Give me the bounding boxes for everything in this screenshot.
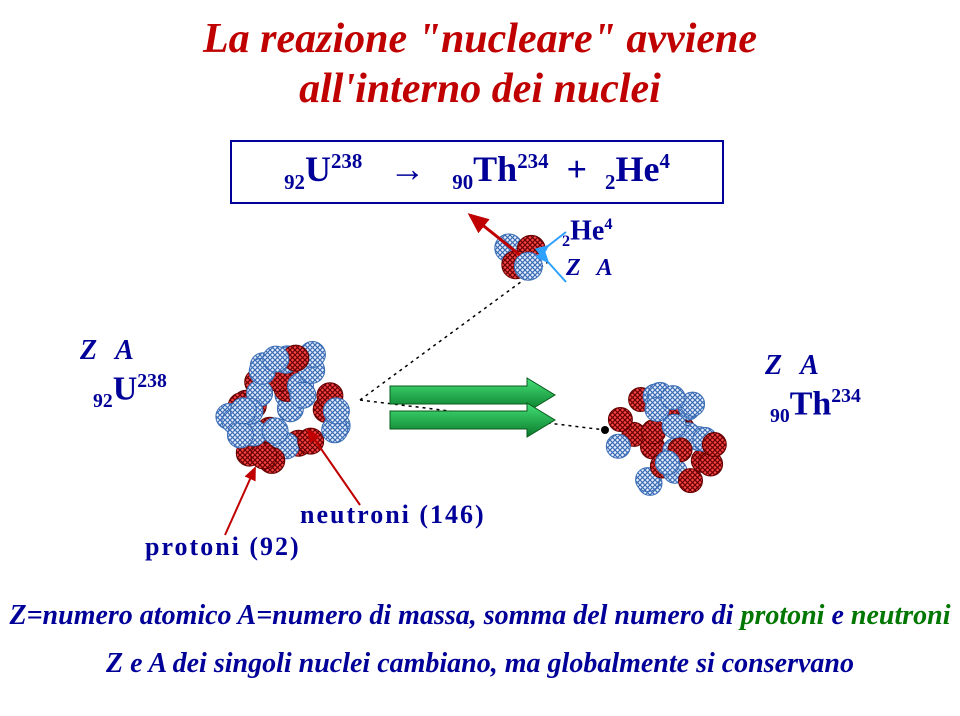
footer-line2: Z e A dei singoli nuclei cambiano, ma gl… bbox=[0, 648, 960, 680]
footer-line1: Z=numero atomico A=numero di massa, somm… bbox=[0, 600, 960, 632]
diagram bbox=[0, 0, 960, 640]
footer-neutroni: neutroni bbox=[851, 600, 951, 631]
footer-e: e bbox=[824, 600, 850, 631]
footer-pre: Z=numero atomico A=numero di massa, somm… bbox=[9, 600, 740, 631]
footer-protoni: protoni bbox=[740, 600, 824, 631]
